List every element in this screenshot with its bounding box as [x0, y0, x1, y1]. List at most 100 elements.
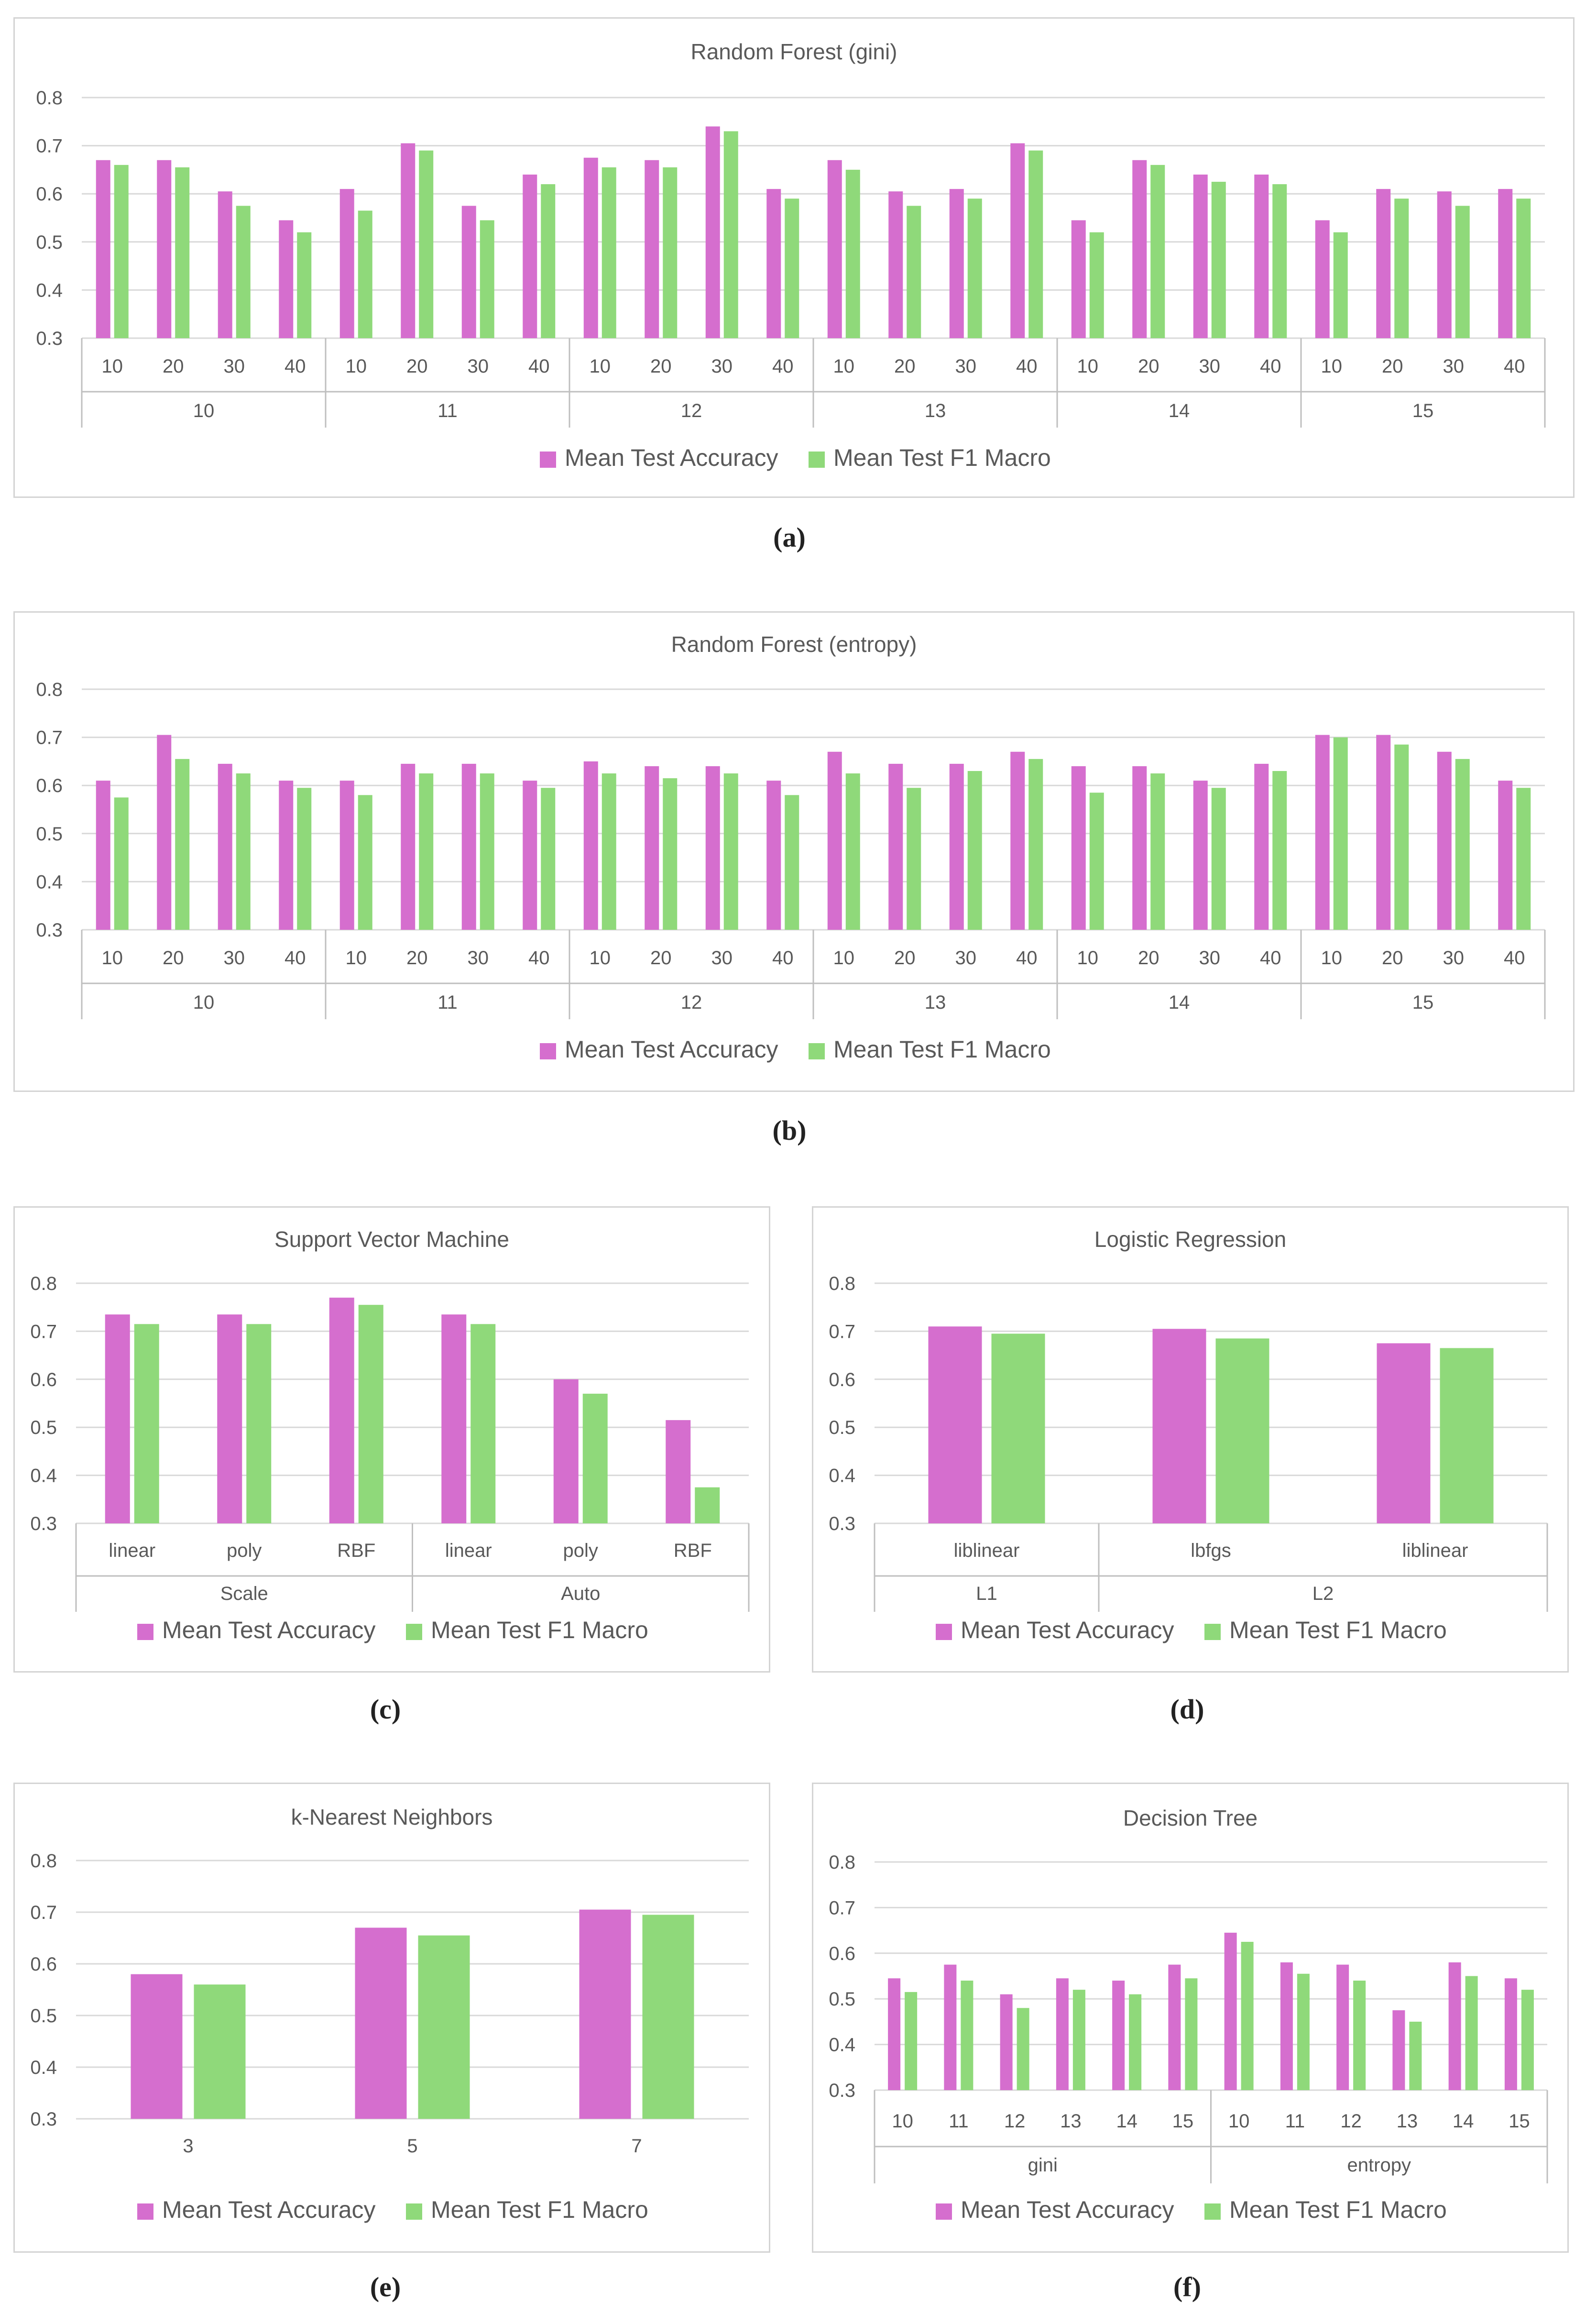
bar-f1-12: [785, 795, 799, 930]
legend-label-f1: Mean Test F1 Macro: [1229, 2196, 1447, 2223]
x-tick-label-10: 10: [892, 2111, 913, 2132]
y-tick-label: 0.4: [36, 871, 63, 892]
bar-accuracy-22: [1376, 735, 1391, 930]
group-label-scale: Scale: [220, 1583, 268, 1604]
chart-title: Random Forest (gini): [690, 39, 897, 64]
legend-label-f1: Mean Test F1 Macro: [833, 444, 1051, 471]
bar-f1-8: [541, 788, 556, 930]
bar-f1-5: [358, 795, 372, 930]
bar-f1-1: [134, 1324, 159, 1523]
bar-f1-10: [663, 167, 678, 338]
bar-accuracy-3: [329, 1298, 354, 1523]
group-label-gini: gini: [1028, 2155, 1058, 2176]
x-tick-label-5: 5: [407, 2136, 417, 2157]
bar-accuracy-12: [766, 189, 781, 338]
bar-f1-3: [1440, 1348, 1494, 1523]
x-tick-label-40: 40: [1504, 356, 1525, 377]
y-tick-label: 0.6: [36, 184, 63, 205]
legend-swatch-f1: [809, 1043, 825, 1059]
x-tick-label-10: 10: [1321, 947, 1343, 969]
bar-accuracy-10: [645, 766, 659, 930]
x-tick-label-10: 10: [1228, 2111, 1250, 2132]
caption-c: (c): [370, 1694, 401, 1725]
bar-accuracy-7: [1224, 1932, 1237, 2090]
x-tick-label-10: 10: [1077, 356, 1099, 377]
bar-accuracy-7: [461, 206, 476, 338]
bar-accuracy-16: [1010, 143, 1025, 338]
x-tick-label-30: 30: [1199, 356, 1221, 377]
x-tick-label-30: 30: [1443, 947, 1465, 969]
group-label-15: 15: [1412, 400, 1434, 421]
chart-title: Random Forest (entropy): [671, 632, 917, 657]
chart-logistic-regression: Logistic Regression 0.3 0.4 0.5 0.6 0.7 0.8 lib…: [829, 1227, 1548, 1643]
group-label-11: 11: [438, 400, 458, 421]
bar-accuracy-11: [705, 766, 720, 930]
legend-label-accuracy: Mean Test Accuracy: [162, 1617, 376, 1643]
x-tick-label-12: 12: [1340, 2111, 1362, 2132]
y-tick-label: 0.4: [829, 2035, 855, 2056]
x-tick-label-20: 20: [163, 947, 184, 969]
bar-accuracy-6: [666, 1420, 691, 1523]
bar-accuracy-4: [279, 220, 294, 338]
legend-swatch-f1: [406, 2203, 422, 2220]
x-tick-label-30: 30: [224, 356, 245, 377]
bar-accuracy-7: [461, 763, 476, 930]
bar-f1-6: [419, 150, 434, 338]
bar-f1-22: [1394, 198, 1409, 338]
y-tick-label: 0.7: [36, 727, 63, 749]
x-tick-label-10: 10: [590, 356, 611, 377]
bar-f1-2: [1215, 1338, 1269, 1523]
x-tick-label-10: 10: [346, 356, 367, 377]
x-tick-label-40: 40: [528, 356, 550, 377]
bar-accuracy-3: [579, 1909, 631, 2119]
y-tick-label: 0.6: [829, 1943, 855, 1964]
bar-accuracy-6: [1168, 1964, 1181, 2090]
y-tick-label: 0.4: [829, 1465, 855, 1487]
bar-accuracy-4: [279, 781, 294, 930]
y-tick-label: 0.3: [36, 920, 63, 941]
caption-d: (d): [1170, 1694, 1204, 1725]
y-tick-label: 0.6: [829, 1369, 855, 1390]
chart-panel-c: Support Vector Machine 0.3 0.4 0.5 0.6 0.7 0.8…: [13, 1206, 770, 1673]
bar-accuracy-3: [218, 763, 232, 930]
y-tick-label: 0.4: [30, 1465, 57, 1487]
x-tick-label-20: 20: [650, 947, 672, 969]
x-tick-label-10: 10: [102, 947, 123, 969]
bar-f1-23: [1455, 206, 1470, 338]
bar-f1-10: [663, 778, 678, 930]
bar-accuracy-1: [888, 1978, 901, 2090]
bar-f1-1: [114, 165, 129, 338]
caption-b: (b): [772, 1115, 807, 1146]
bar-accuracy-2: [217, 1314, 242, 1523]
legend-label-accuracy: Mean Test Accuracy: [961, 1617, 1174, 1643]
bar-f1-13: [845, 773, 860, 930]
bar-accuracy-2: [157, 160, 172, 338]
chart-panel-a: Random Forest (gini) 0.3 0.4 0.5 0.6 0.7 0.8 10…: [13, 17, 1575, 498]
legend-swatch-accuracy: [540, 1043, 556, 1059]
legend-swatch-accuracy: [540, 452, 556, 468]
chart-panel-f: Decision Tree 0.3 0.4 0.5 0.6 0.7 0.8 10 11 12 13 1…: [812, 1783, 1569, 2253]
x-tick-label-30: 30: [468, 947, 489, 969]
x-tick-label-20: 20: [1138, 947, 1159, 969]
chart-title: Decision Tree: [1123, 1806, 1258, 1830]
chart-panel-d: Logistic Regression 0.3 0.4 0.5 0.6 0.7 0.8 lib…: [812, 1206, 1569, 1673]
legend-swatch-f1: [809, 452, 825, 468]
bar-accuracy-2: [944, 1964, 957, 2090]
bar-accuracy-4: [1056, 1978, 1069, 2090]
y-tick-label: 0.5: [36, 232, 63, 253]
x-tick-label-30: 30: [1443, 356, 1465, 377]
legend-label-f1: Mean Test F1 Macro: [431, 1617, 648, 1643]
x-tick-label-14: 14: [1116, 2111, 1138, 2132]
x-tick-label-poly: poly: [227, 1540, 262, 1561]
x-tick-label-40: 40: [528, 947, 550, 969]
bar-accuracy-3: [1000, 1994, 1013, 2090]
bar-accuracy-8: [523, 781, 537, 930]
y-tick-label: 0.5: [30, 1417, 57, 1438]
y-tick-label: 0.4: [30, 2057, 57, 2078]
bar-f1-8: [541, 184, 556, 338]
chart-random-forest-gini: Random Forest (gini) 0.3 0.4 0.5 0.6 0.7 0.8 10…: [36, 39, 1546, 471]
bar-f1-21: [1333, 232, 1348, 338]
bar-f1-3: [358, 1305, 383, 1523]
x-tick-label-11: 11: [949, 2111, 969, 2132]
chart-random-forest-entropy: Random Forest (entropy) 0.3 0.4 0.5 0.6 0.7 0.…: [36, 632, 1546, 1063]
